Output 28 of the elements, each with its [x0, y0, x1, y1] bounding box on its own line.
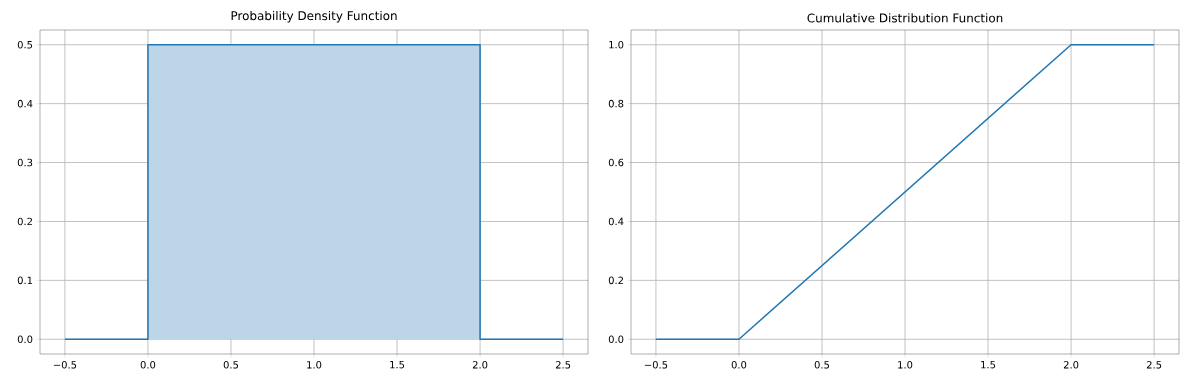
y-tick-label: 0.8	[608, 99, 624, 108]
y-tick-label: 1.0	[609, 40, 624, 49]
y-tick-label: 0.6	[608, 158, 624, 167]
y-tick-label: 0.5	[17, 40, 33, 49]
chart-title: Cumulative Distribution Function	[807, 13, 1003, 23]
x-tick-label: 2.5	[1146, 361, 1162, 369]
x-tick-label: −0.5	[53, 361, 77, 369]
x-tick-label: −0.5	[644, 361, 668, 369]
y-tick-label: 0.3	[17, 158, 33, 167]
y-tick-label: 0.4	[608, 217, 624, 226]
x-tick-label: 1.0	[898, 361, 913, 369]
x-tick-label: 0.0	[731, 361, 747, 369]
x-tick-label: 2.5	[555, 361, 571, 369]
x-tick-label: 0.5	[223, 361, 239, 369]
x-tick-label: 2.0	[472, 361, 488, 369]
x-tick-label: 1.5	[981, 361, 996, 369]
chart-title: Probability Density Function	[231, 10, 397, 23]
x-tick-label: 2.0	[1063, 361, 1079, 369]
y-tick-label: 0.2	[17, 217, 32, 226]
y-tick-label: 0.0	[17, 335, 33, 344]
y-tick-label: 0.1	[17, 276, 33, 285]
x-tick-label: 1.5	[390, 361, 405, 369]
y-tick-label: 0.0	[608, 335, 624, 344]
x-tick-label: 1.0	[307, 361, 322, 369]
y-tick-label: 0.4	[17, 99, 33, 108]
y-tick-label: 0.2	[608, 276, 623, 285]
x-tick-label: 0.5	[814, 361, 830, 369]
x-tick-label: 0.0	[140, 361, 156, 369]
